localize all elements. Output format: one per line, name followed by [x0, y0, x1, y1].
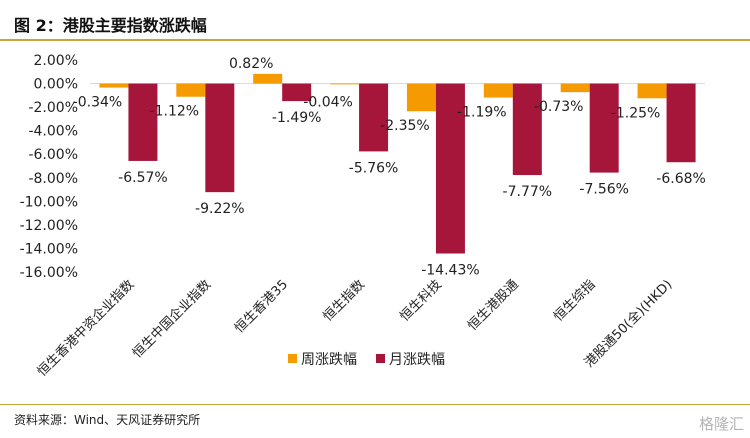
monthly-data-label: -6.68% — [656, 171, 706, 187]
monthly-bar — [128, 83, 158, 161]
monthly-bar — [512, 83, 542, 176]
x-tick-label: 恒生科技 — [397, 277, 444, 324]
weekly-bar — [637, 83, 667, 99]
weekly-bar — [253, 73, 283, 84]
monthly-data-label: -1.49% — [272, 110, 322, 126]
weekly-data-label: -0.34% — [73, 95, 123, 111]
monthly-data-label: -7.77% — [503, 184, 553, 200]
y-tick-label: -2.00% — [28, 100, 78, 116]
legend-weekly-label: 周涨跌幅 — [301, 352, 357, 368]
monthly-data-label: -9.22% — [195, 201, 245, 217]
weekly-data-label: -1.25% — [611, 105, 661, 121]
y-tick-label: -12.00% — [20, 218, 78, 234]
x-tick-label: 恒生中国企业指数 — [129, 277, 214, 362]
weekly-bar — [483, 83, 513, 98]
x-tick-label: 恒生指数 — [321, 277, 368, 324]
bottom-rule — [0, 404, 750, 405]
watermark: 格隆汇 — [698, 415, 744, 433]
weekly-data-label: 0.82% — [229, 56, 273, 72]
figure-title: 图 2：港股主要指数涨跌幅 — [14, 16, 207, 35]
monthly-bar — [589, 83, 619, 173]
x-tick-label: 恒生港股通 — [465, 277, 522, 334]
weekly-bar — [99, 83, 129, 88]
monthly-bar — [666, 83, 696, 163]
monthly-data-label: -5.76% — [349, 160, 399, 176]
monthly-bar — [435, 83, 465, 254]
y-tick-label: -8.00% — [28, 171, 78, 187]
weekly-data-label: -1.12% — [150, 104, 200, 120]
y-tick-label: -10.00% — [20, 194, 78, 210]
y-tick-label: 2.00% — [34, 53, 78, 69]
y-tick-label: -4.00% — [28, 124, 78, 140]
x-tick-label: 恒生香港35 — [232, 277, 291, 336]
weekly-bar — [406, 83, 436, 112]
x-tick-label: 恒生综指 — [551, 277, 598, 324]
source-note: 资料来源：Wind、天风证券研究所 — [14, 413, 201, 427]
y-tick-label: -16.00% — [20, 265, 78, 281]
monthly-bar — [205, 83, 235, 193]
legend-monthly-swatch — [376, 354, 385, 363]
weekly-data-label: -0.73% — [534, 99, 584, 115]
monthly-data-label: -14.43% — [421, 263, 479, 279]
weekly-bar — [560, 83, 590, 93]
top-rule — [0, 39, 750, 41]
weekly-data-label: -2.35% — [380, 118, 430, 134]
monthly-data-label: -6.57% — [118, 170, 168, 186]
y-tick-label: -6.00% — [28, 147, 78, 163]
y-tick-label: -14.00% — [20, 241, 78, 257]
monthly-bar — [359, 83, 389, 152]
weekly-bar — [330, 83, 360, 85]
weekly-bar — [176, 83, 206, 97]
monthly-data-label: -7.56% — [579, 182, 629, 198]
weekly-data-label: -0.04% — [303, 95, 353, 111]
legend-weekly-swatch — [288, 354, 297, 363]
y-tick-label: 0.00% — [34, 77, 78, 93]
weekly-data-label: -1.19% — [457, 105, 507, 121]
bar-chart: 2.00% 0.00% -2.00% -4.00% -6.00% -8.00% -10.00… — [20, 53, 706, 380]
x-tick-label: 恒生香港中资企业指数 — [34, 277, 137, 380]
legend-monthly-label: 月涨跌幅 — [389, 352, 445, 368]
monthly-bar — [282, 83, 312, 102]
